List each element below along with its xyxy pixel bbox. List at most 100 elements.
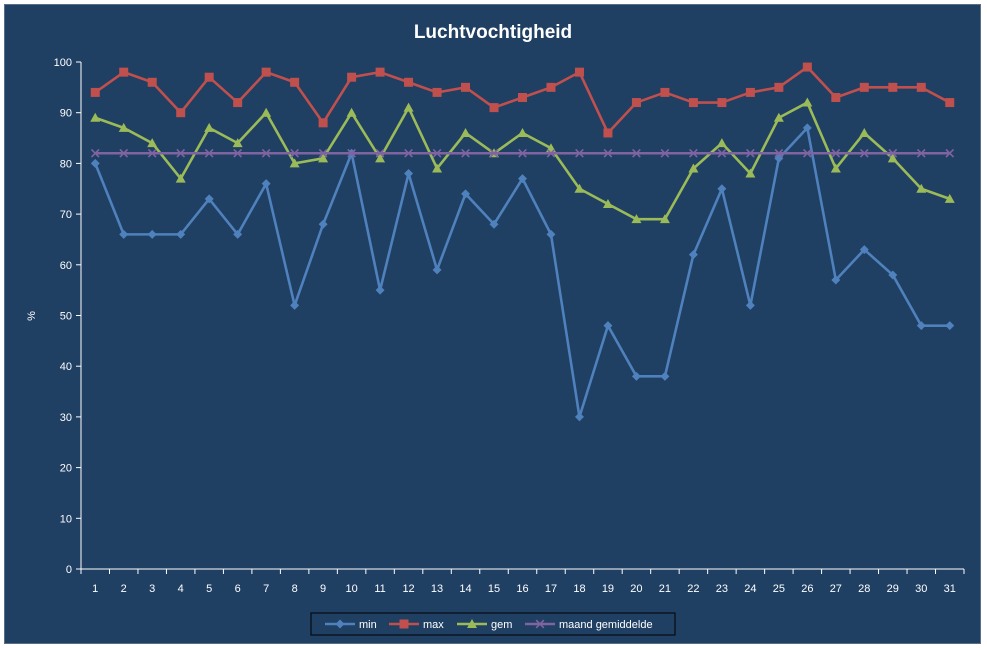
data-point-max <box>802 62 812 72</box>
data-point-gem <box>944 193 955 203</box>
data-point-gem <box>659 214 670 224</box>
data-point-max <box>603 128 613 138</box>
data-point-gem <box>631 214 642 224</box>
data-point-max <box>688 98 698 108</box>
x-tick-label: 4 <box>178 583 184 595</box>
x-marker-stroke <box>774 148 784 158</box>
series-gem <box>90 97 955 224</box>
x-tick-label: 12 <box>402 583 414 595</box>
data-point-max <box>404 77 414 87</box>
x-tick-label: 1 <box>92 583 98 595</box>
data-point-max <box>546 82 556 92</box>
legend-marker <box>335 619 345 629</box>
data-point-gem <box>688 163 699 173</box>
legend-item-min: min <box>325 619 377 631</box>
x-tick-label: 11 <box>374 583 385 595</box>
data-point-min <box>147 229 157 239</box>
series-min <box>90 123 955 422</box>
data-point-min <box>290 300 300 310</box>
x-marker-stroke <box>432 148 442 158</box>
data-point-maand-gemiddelde <box>660 148 670 158</box>
data-point-min <box>831 275 841 285</box>
data-point-max <box>147 77 157 87</box>
data-point-gem <box>859 127 870 137</box>
x-marker-stroke <box>261 148 271 158</box>
data-point-gem <box>261 107 272 117</box>
y-tick-label: 70 <box>60 209 72 221</box>
data-point-gem <box>716 138 727 148</box>
data-point-gem <box>517 127 528 137</box>
data-point-max <box>859 82 869 92</box>
x-marker-stroke <box>859 148 869 158</box>
data-point-gem <box>745 168 756 178</box>
data-point-gem <box>346 107 357 117</box>
x-tick-label: 2 <box>121 583 127 595</box>
x-marker-stroke <box>318 148 328 158</box>
data-point-min <box>261 179 271 189</box>
x-marker-stroke <box>603 148 613 158</box>
series-max <box>90 62 955 138</box>
data-point-gem <box>574 183 585 193</box>
data-point-max <box>290 77 300 87</box>
x-marker-stroke <box>575 148 584 158</box>
x-marker-stroke <box>119 148 129 158</box>
y-tick-label: 100 <box>54 57 72 69</box>
x-marker-stroke <box>546 148 556 158</box>
data-point-maand-gemiddelde <box>461 148 470 158</box>
x-tick-label: 23 <box>716 583 728 595</box>
x-marker-stroke <box>802 148 812 158</box>
x-marker-stroke <box>233 148 243 158</box>
data-point-max <box>119 67 129 77</box>
x-tick-label: 3 <box>149 583 155 595</box>
x-marker-stroke <box>176 148 186 158</box>
legend-label: max <box>423 619 444 631</box>
x-marker-stroke <box>375 148 385 158</box>
data-point-maand-gemiddelde <box>717 148 727 158</box>
x-marker-stroke <box>489 148 499 158</box>
data-point-gem <box>232 138 243 148</box>
y-tick-label: 50 <box>60 311 72 323</box>
data-point-gem <box>916 183 927 193</box>
data-point-maand-gemiddelde <box>746 148 755 158</box>
data-point-gem <box>289 158 300 168</box>
data-point-min <box>916 321 926 331</box>
data-point-max <box>461 82 471 92</box>
data-point-max <box>831 92 841 102</box>
data-point-max <box>347 72 357 82</box>
data-point-gem <box>460 127 471 137</box>
data-point-min <box>90 158 100 168</box>
data-point-maand-gemiddelde <box>575 148 584 158</box>
data-point-min <box>546 229 556 239</box>
data-point-gem <box>432 163 443 173</box>
x-tick-label: 18 <box>573 583 585 595</box>
data-point-maand-gemiddelde <box>404 148 413 158</box>
data-point-min <box>204 194 214 204</box>
data-point-max <box>745 87 755 97</box>
data-point-maand-gemiddelde <box>774 148 784 158</box>
data-point-min <box>233 229 243 239</box>
x-marker-stroke <box>518 148 527 158</box>
x-tick-label: 27 <box>830 583 842 595</box>
x-tick-label: 9 <box>320 583 326 595</box>
data-point-max <box>204 72 214 82</box>
data-point-max <box>233 98 243 108</box>
data-point-gem <box>830 163 841 173</box>
x-marker-stroke <box>888 148 898 158</box>
chart-area: Luchtvochtigheid % 0 10 20 30 40 50 60 70 80 90 10… <box>4 4 981 644</box>
legend-box <box>310 612 676 636</box>
data-point-max <box>261 67 271 77</box>
data-point-maand-gemiddelde <box>689 148 698 158</box>
data-point-min <box>518 174 527 184</box>
x-tick-label: 25 <box>773 583 785 595</box>
y-tick-label: 80 <box>60 158 72 170</box>
legend-label: maand gemiddelde <box>559 619 653 631</box>
data-point-min <box>461 189 471 199</box>
data-point-gem <box>375 153 386 163</box>
x-tick-label: 24 <box>744 583 756 595</box>
data-point-max <box>90 87 100 97</box>
data-point-maand-gemiddelde <box>432 148 442 158</box>
data-point-gem <box>802 97 813 107</box>
data-point-maand-gemiddelde <box>888 148 898 158</box>
x-marker-stroke <box>347 148 356 158</box>
x-tick-label: 30 <box>915 583 927 595</box>
